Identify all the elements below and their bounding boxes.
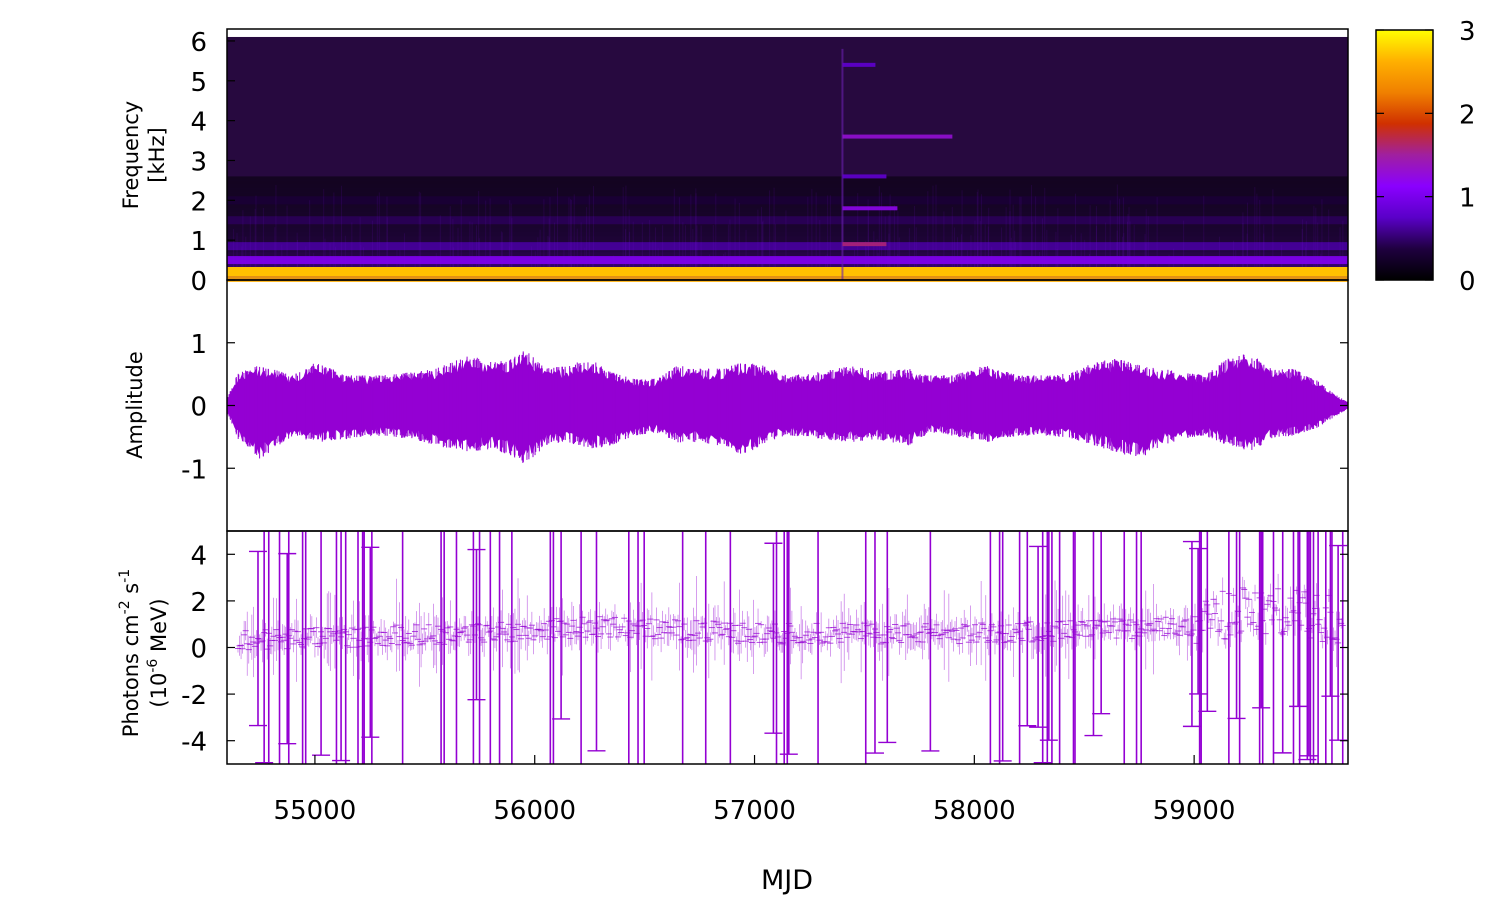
spectrogram-y-tick-label: 3 [190,147,207,177]
waveform-y-tick-label: -1 [181,455,207,485]
waveform-panel: -1 0 1 Amplitude [123,279,1349,532]
spectrogram-ylabel-line-1: Frequency [119,101,143,210]
flux-ylabel-exp-6: -6 [145,659,161,673]
x-axis-title: MJD [761,865,813,896]
spectrogram-band [227,274,1348,283]
spectrogram-band [227,196,1348,205]
x-tick-label: 59000 [1153,796,1236,826]
spectrogram-haze [227,184,1348,189]
spectrogram-haze [227,188,1348,193]
colorbar-tick-label: 0 [1459,267,1476,297]
spectrogram-y-tick-label: 0 [190,267,207,297]
flux-ylabel-photons: Photons cm [119,614,143,737]
waveform-ylabel: Amplitude [123,351,147,459]
colorbar-gradient [1375,29,1434,281]
x-tick-label: 57000 [713,796,796,826]
spectrogram-y-tick-label: 6 [190,28,207,58]
spectrogram-y-tick-label: 5 [190,68,207,98]
flux-ylabel-s: s [119,583,143,601]
flux-panel: -4 -2 0 2 4 55000 56000 57000 58000 59000 Photon… [117,530,1349,826]
colorbar-tick-label: 2 [1459,100,1476,130]
waveform-y-tick-label: 0 [190,393,207,423]
spectrogram-bright-band [227,267,1348,276]
spectrogram-y-tick-label: 1 [190,227,207,257]
spectrogram-haze [227,204,1348,209]
spectrogram-haze [227,264,1348,269]
flux-y-tick-label: 2 [190,588,207,618]
spectrogram-haze [227,212,1348,217]
x-axis-ticks: 55000 56000 57000 58000 59000 [274,755,1236,826]
spectrogram-haze [227,236,1348,241]
colorbar: 0 1 2 3 [1375,17,1476,297]
spectrogram-ylabel-line-2: [kHz] [145,127,169,182]
spectrogram-heatmap [227,36,1348,283]
colorbar-tick-label: 1 [1459,184,1476,214]
flux-ylabel-ten: (10 [147,673,171,708]
spectrogram-transient-line [842,134,953,139]
flux-y-tick-label: 4 [190,541,207,571]
flux-y-tick-label: 0 [190,635,207,665]
spectrogram-transient-line [842,62,876,67]
flux-ylabel-mev: MeV) [147,598,171,658]
flux-ylabel-exp-s: -1 [117,569,133,583]
spectrogram-band [227,242,1348,251]
spectrogram-haze [227,252,1348,257]
flux-y-tick-label: -4 [181,728,207,758]
flux-y-tick-label: -2 [181,681,207,711]
waveform-y-tick-label: 1 [190,330,207,360]
flux-y-ticks: -4 -2 0 2 4 [181,541,1348,758]
waveform-y-ticks: -1 0 1 [181,330,1348,485]
spectrogram-y-tick-label: 2 [190,187,207,217]
spectrogram-y-ticks: 0 1 2 3 4 5 6 [190,28,235,297]
spectrogram-haze [227,208,1348,213]
colorbar-ticks: 0 1 2 3 [1376,17,1476,297]
waveform-oscillation [227,351,1348,463]
flux-ylabel-line-1: Photons cm-2 s-1 [117,569,143,737]
x-tick-label: 58000 [933,796,1016,826]
spectrogram-panel: 0 1 2 3 4 5 6 Frequency [kHz] [119,28,1349,297]
colorbar-tick-label: 3 [1459,17,1476,47]
x-tick-label: 55000 [274,796,357,826]
spectrogram-transient-line [842,242,887,247]
spectrogram-haze [227,192,1348,197]
flux-ylabel-line-2: (10-6 MeV) [145,598,171,707]
spectrogram-y-tick-label: 4 [190,108,207,138]
spectrogram-band [227,256,1348,265]
spectrogram-haze [227,176,1348,181]
spectrogram-band [227,216,1348,225]
spectrogram-transient-line [842,206,898,211]
spectrogram-haze [227,232,1348,237]
spectrogram-haze [227,224,1348,229]
flux-errorbars [234,531,1348,764]
x-tick-label: 56000 [493,796,576,826]
flux-ylabel-exp-cm: -2 [117,600,133,614]
spectrogram-haze [227,228,1348,233]
spectrogram-transient-line [842,174,887,179]
spectrogram-haze [227,180,1348,185]
